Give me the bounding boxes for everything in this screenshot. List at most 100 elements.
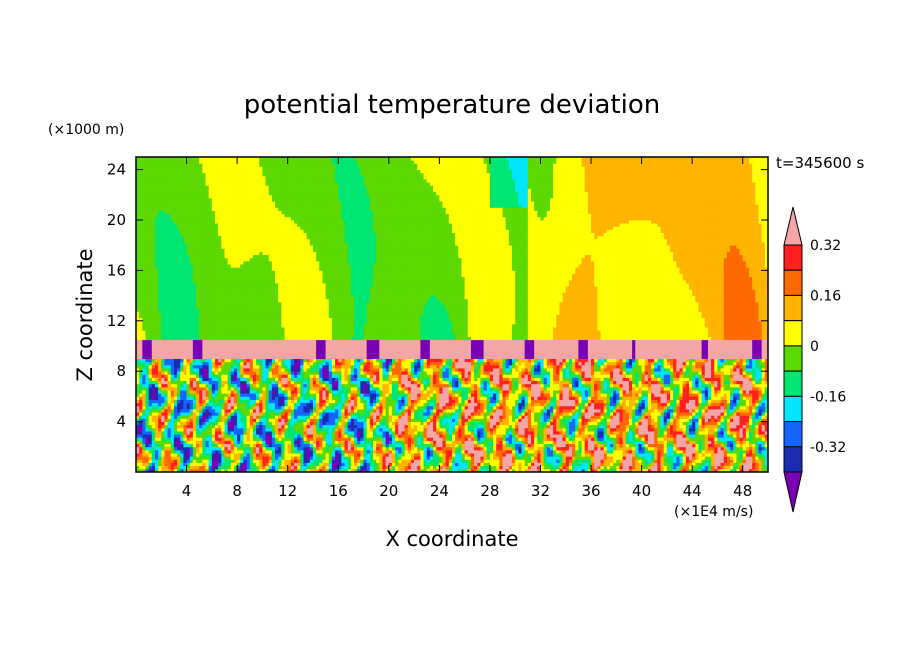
contour-cell <box>237 311 241 315</box>
contour-cell <box>170 232 175 237</box>
contour-cell <box>177 308 181 312</box>
contour-cell <box>221 453 225 457</box>
contour-cell <box>139 175 143 180</box>
contour-cell <box>278 320 282 325</box>
contour-cell <box>158 251 162 256</box>
contour-cell <box>139 440 143 445</box>
contour-cell <box>148 220 153 224</box>
contour-cell <box>167 449 172 454</box>
contour-cell <box>268 440 273 445</box>
contour-cell <box>265 260 270 265</box>
contour-cell <box>265 301 270 306</box>
contour-cell <box>142 409 146 413</box>
contour-cell <box>177 352 181 356</box>
contour-cell <box>202 412 206 416</box>
contour-cell <box>186 349 191 353</box>
contour-cell <box>243 374 247 378</box>
contour-cell <box>243 371 247 375</box>
contour-cell <box>183 245 187 249</box>
contour-cell <box>139 210 143 215</box>
contour-cell <box>183 314 187 319</box>
contour-cell <box>268 427 273 432</box>
contour-cell <box>196 402 200 407</box>
contour-cell <box>243 194 247 199</box>
contour-cell <box>237 352 241 356</box>
contour-cell <box>287 207 292 211</box>
contour-cell <box>275 197 279 202</box>
contour-cell <box>233 238 238 243</box>
contour-cell <box>265 465 270 470</box>
contour-cell <box>275 270 279 274</box>
contour-cell <box>233 361 238 366</box>
contour-cell <box>259 160 263 164</box>
contour-cell <box>275 179 279 183</box>
contour-cell <box>265 333 270 337</box>
contour-cell <box>259 418 263 422</box>
contour-cell <box>136 257 140 262</box>
contour-cell <box>167 399 172 404</box>
contour-cell <box>183 320 187 325</box>
contour-cell <box>177 182 181 186</box>
contour-cell <box>259 216 263 221</box>
contour-cell <box>268 320 273 325</box>
contour-cell <box>256 238 260 243</box>
contour-cell <box>246 298 251 303</box>
contour-cell <box>148 421 153 426</box>
contour-cell <box>177 355 181 359</box>
contour-cell <box>249 459 254 463</box>
contour-cell <box>148 273 153 278</box>
contour-cell <box>189 260 194 265</box>
contour-cell <box>208 235 213 240</box>
contour-cell <box>136 204 140 208</box>
contour-cell <box>233 248 238 252</box>
contour-cell <box>136 197 140 202</box>
contour-cell <box>199 254 203 259</box>
contour-cell <box>186 289 191 293</box>
contour-cell <box>262 440 266 445</box>
contour-cell <box>262 292 266 296</box>
contour-cell <box>265 207 270 211</box>
contour-cell <box>230 330 235 334</box>
contour-cell <box>202 443 206 448</box>
contour-cell <box>208 188 213 193</box>
contour-cell <box>189 314 194 319</box>
contour-cell <box>196 465 200 470</box>
contour-cell <box>177 276 181 281</box>
contour-cell <box>173 468 178 472</box>
contour-cell <box>265 289 270 293</box>
contour-cell <box>136 223 140 227</box>
contour-cell <box>180 160 184 164</box>
contour-cell <box>240 210 244 215</box>
contour-cell <box>215 336 219 341</box>
contour-cell <box>177 226 181 230</box>
contour-cell <box>256 292 260 296</box>
contour-cell <box>281 314 285 319</box>
contour-cell <box>227 364 232 369</box>
contour-cell <box>271 188 276 193</box>
contour-cell <box>278 182 282 186</box>
contour-cell <box>151 437 156 441</box>
contour-cell <box>237 207 241 211</box>
contour-cell <box>268 160 273 164</box>
contour-cell <box>281 311 285 315</box>
contour-cell <box>290 273 295 278</box>
contour-cell <box>154 204 159 208</box>
contour-cell <box>167 308 172 312</box>
contour-cell <box>249 361 254 366</box>
contour-cell <box>148 327 153 331</box>
contour-cell <box>189 251 194 256</box>
contour-cell <box>173 289 178 293</box>
contour-cell <box>259 431 263 435</box>
contour-cell <box>202 166 206 170</box>
contour-cell <box>243 235 247 240</box>
contour-cell <box>252 342 257 347</box>
contour-cell <box>281 346 285 350</box>
contour-cell <box>237 301 241 306</box>
contour-cell <box>164 346 168 350</box>
contour-cell <box>196 245 200 249</box>
contour-cell <box>202 342 206 347</box>
contour-cell <box>154 289 159 293</box>
contour-cell <box>252 238 257 243</box>
contour-cell <box>233 260 238 265</box>
contour-cell <box>215 166 219 170</box>
